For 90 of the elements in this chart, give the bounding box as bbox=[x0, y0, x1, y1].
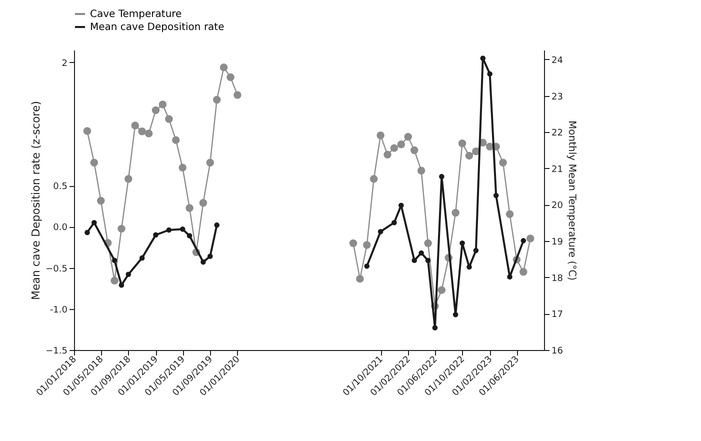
point bbox=[158, 100, 167, 108]
y2-tick-label: 20 bbox=[552, 201, 564, 212]
point bbox=[376, 131, 384, 140]
point bbox=[507, 274, 512, 280]
point bbox=[138, 127, 146, 136]
y-tick-label: −1.5 bbox=[46, 346, 68, 356]
point bbox=[180, 226, 186, 232]
point bbox=[363, 241, 371, 249]
point bbox=[526, 234, 534, 242]
y2-tick-label: 16 bbox=[552, 346, 564, 356]
point bbox=[465, 152, 474, 160]
point bbox=[349, 239, 358, 248]
point bbox=[186, 204, 194, 212]
point bbox=[364, 264, 370, 269]
y-tick-label: 0.0 bbox=[53, 223, 68, 234]
point bbox=[356, 274, 364, 283]
y2-tick-label: 17 bbox=[552, 310, 563, 320]
y2-tick-label: 21 bbox=[552, 164, 563, 175]
point bbox=[226, 73, 234, 82]
point bbox=[418, 250, 424, 256]
point bbox=[520, 238, 526, 244]
point bbox=[90, 158, 98, 166]
point bbox=[425, 258, 431, 264]
y-axis-title: Mean cave Deposition rate (z-score) bbox=[30, 100, 43, 300]
point bbox=[487, 71, 492, 76]
point bbox=[473, 248, 479, 254]
point bbox=[84, 230, 90, 236]
y2-tick-label: 23 bbox=[552, 92, 563, 102]
point bbox=[398, 202, 404, 208]
point bbox=[438, 286, 446, 294]
point bbox=[506, 210, 514, 218]
point bbox=[112, 258, 118, 264]
y-tick-label: 2 bbox=[62, 58, 68, 69]
point bbox=[124, 175, 132, 183]
point bbox=[200, 259, 206, 265]
point bbox=[144, 130, 153, 138]
point bbox=[214, 222, 220, 228]
point bbox=[452, 312, 458, 318]
point bbox=[384, 150, 392, 158]
point bbox=[432, 325, 438, 330]
point bbox=[83, 127, 92, 135]
point bbox=[417, 166, 426, 174]
point bbox=[178, 164, 186, 172]
point bbox=[397, 140, 406, 148]
point bbox=[390, 144, 398, 152]
y2-tick-label: 18 bbox=[552, 274, 564, 284]
legend-label: Cave Temperature bbox=[90, 9, 182, 20]
y2-tick-label: 24 bbox=[552, 56, 564, 66]
point bbox=[139, 255, 145, 261]
point bbox=[392, 220, 397, 226]
point bbox=[520, 268, 528, 276]
point bbox=[206, 158, 214, 166]
y2-tick-label: 22 bbox=[552, 128, 563, 139]
point bbox=[439, 174, 444, 180]
point bbox=[452, 208, 460, 217]
point bbox=[166, 227, 172, 233]
point bbox=[499, 158, 507, 166]
y2-axis-title: Monthly Mean Temperature (°C) bbox=[566, 120, 577, 281]
y-tick-label: −0.5 bbox=[46, 264, 68, 274]
point bbox=[96, 196, 105, 205]
point bbox=[424, 239, 432, 248]
y-tick-label: -1.0 bbox=[50, 305, 68, 316]
point bbox=[172, 136, 180, 144]
point bbox=[131, 122, 139, 130]
point bbox=[110, 276, 118, 284]
point bbox=[126, 272, 132, 278]
point bbox=[370, 175, 378, 183]
point bbox=[199, 199, 208, 207]
point bbox=[118, 282, 124, 288]
point bbox=[186, 233, 192, 238]
y-tick-label: 0.5 bbox=[53, 182, 68, 192]
point bbox=[207, 254, 213, 259]
point bbox=[165, 115, 173, 123]
point bbox=[118, 224, 126, 233]
point bbox=[412, 258, 417, 264]
point bbox=[480, 56, 486, 61]
point bbox=[152, 106, 160, 114]
point bbox=[458, 139, 466, 148]
point bbox=[220, 64, 228, 72]
point bbox=[153, 232, 158, 238]
point bbox=[92, 220, 97, 226]
point bbox=[493, 192, 499, 198]
y2-tick-label: 19 bbox=[552, 238, 564, 248]
point bbox=[410, 146, 418, 154]
point bbox=[404, 132, 412, 141]
point bbox=[460, 240, 465, 246]
point bbox=[234, 91, 242, 99]
legend-label: Mean cave Deposition rate bbox=[90, 22, 224, 33]
point bbox=[378, 229, 384, 234]
point bbox=[212, 96, 221, 104]
